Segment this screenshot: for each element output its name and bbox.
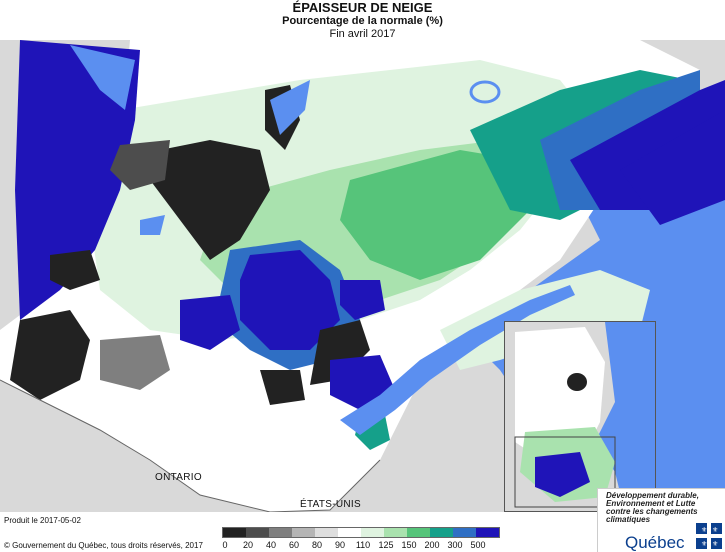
- legend-tick: 150: [401, 540, 417, 550]
- map-title: ÉPAISSEUR DE NEIGE: [292, 0, 433, 15]
- legend-tick: 90: [334, 540, 346, 550]
- inset-blue: [535, 452, 590, 497]
- svg-text:⚜: ⚜: [701, 526, 707, 534]
- james-bay: [70, 45, 135, 110]
- zone-0-20-abitibi: [10, 310, 90, 400]
- map-subtitle: Pourcentage de la normale (%): [282, 15, 443, 27]
- legend-tick: 20: [242, 540, 254, 550]
- zone-500-west: [15, 40, 140, 320]
- inset-canvas: [505, 322, 655, 511]
- label-ontario: ONTARIO: [155, 472, 202, 483]
- legend-tick: 200: [424, 540, 440, 550]
- legend-tick: 60: [288, 540, 300, 550]
- ministry-line-4: climatiques: [606, 515, 651, 524]
- zone-40-60-west: [100, 335, 170, 390]
- legend: 0 20 40 60 80 90 110 125 150 200 300 500: [222, 527, 500, 550]
- zone-20-40-north: [110, 140, 170, 190]
- zone-0-20-south: [310, 320, 370, 385]
- us-border: [269, 459, 381, 512]
- zone-0-20-central: [150, 140, 270, 260]
- zone-500-blob: [340, 280, 385, 320]
- zone-150-200-north: [340, 150, 530, 280]
- zone-500-labrador: [620, 110, 725, 225]
- legend-ticks: 0 20 40 60 80 90 110 125 150 200 300 500: [222, 538, 498, 550]
- inset-extent-box: [514, 436, 616, 508]
- legend-swatch: [292, 528, 315, 537]
- map-date: Fin avril 2017: [329, 28, 396, 40]
- legend-tick: 300: [447, 540, 463, 550]
- ministry-line-1: Développement durable,: [606, 491, 699, 500]
- legend-tick: 0: [222, 540, 228, 550]
- legend-swatch: [384, 528, 407, 537]
- zone-500-west-central: [180, 295, 240, 350]
- zone-0-20-laurentides: [260, 370, 305, 405]
- title-block: ÉPAISSEUR DE NEIGE Pourcentage de la nor…: [0, 0, 725, 41]
- legend-tick: 110: [355, 540, 371, 550]
- manicouagan-reservoir: [469, 80, 501, 104]
- legend-swatch: [315, 528, 338, 537]
- legend-swatch: [361, 528, 384, 537]
- zone-500-central: [240, 250, 340, 350]
- copyright: © Gouvernement du Québec, tous droits ré…: [4, 541, 203, 550]
- zone-0-20-nw: [50, 250, 100, 290]
- legend-swatch: [407, 528, 430, 537]
- legend-swatch: [430, 528, 453, 537]
- legend-tick: 125: [378, 540, 394, 550]
- quebec-flag-icon: ⚜ ⚜ ⚜ ⚜: [696, 523, 722, 549]
- inset-dark-spot: [567, 373, 587, 391]
- ontario-border: [0, 379, 271, 512]
- svg-text:⚜: ⚜: [712, 526, 718, 534]
- ministry-line-2: Environnement et Lutte: [606, 499, 696, 508]
- legend-swatches: [222, 527, 500, 538]
- legend-swatch: [269, 528, 292, 537]
- produced-date: Produit le 2017-05-02: [4, 516, 81, 525]
- legend-tick: 80: [311, 540, 323, 550]
- legend-swatch: [476, 528, 499, 537]
- quebec-wordmark: Québec: [625, 533, 685, 552]
- svg-text:⚜: ⚜: [712, 540, 718, 548]
- legend-swatch: [453, 528, 476, 537]
- lake-north: [270, 80, 310, 135]
- svg-text:⚜: ⚜: [701, 540, 707, 548]
- ministry-line-3: contre les changements: [606, 507, 698, 516]
- label-etats-unis: ÉTATS-UNIS: [300, 499, 361, 510]
- ministry-name: Développement durable, Environnement et …: [606, 492, 699, 524]
- legend-tick: 40: [265, 540, 277, 550]
- legend-swatch: [338, 528, 361, 537]
- inset-map: [504, 321, 656, 512]
- gaspe-region: [440, 270, 650, 370]
- legend-swatch: [223, 528, 246, 537]
- lake-west: [140, 215, 165, 235]
- legend-swatch: [246, 528, 269, 537]
- government-branding: Développement durable, Environnement et …: [597, 488, 725, 552]
- legend-tick: 500: [470, 540, 486, 550]
